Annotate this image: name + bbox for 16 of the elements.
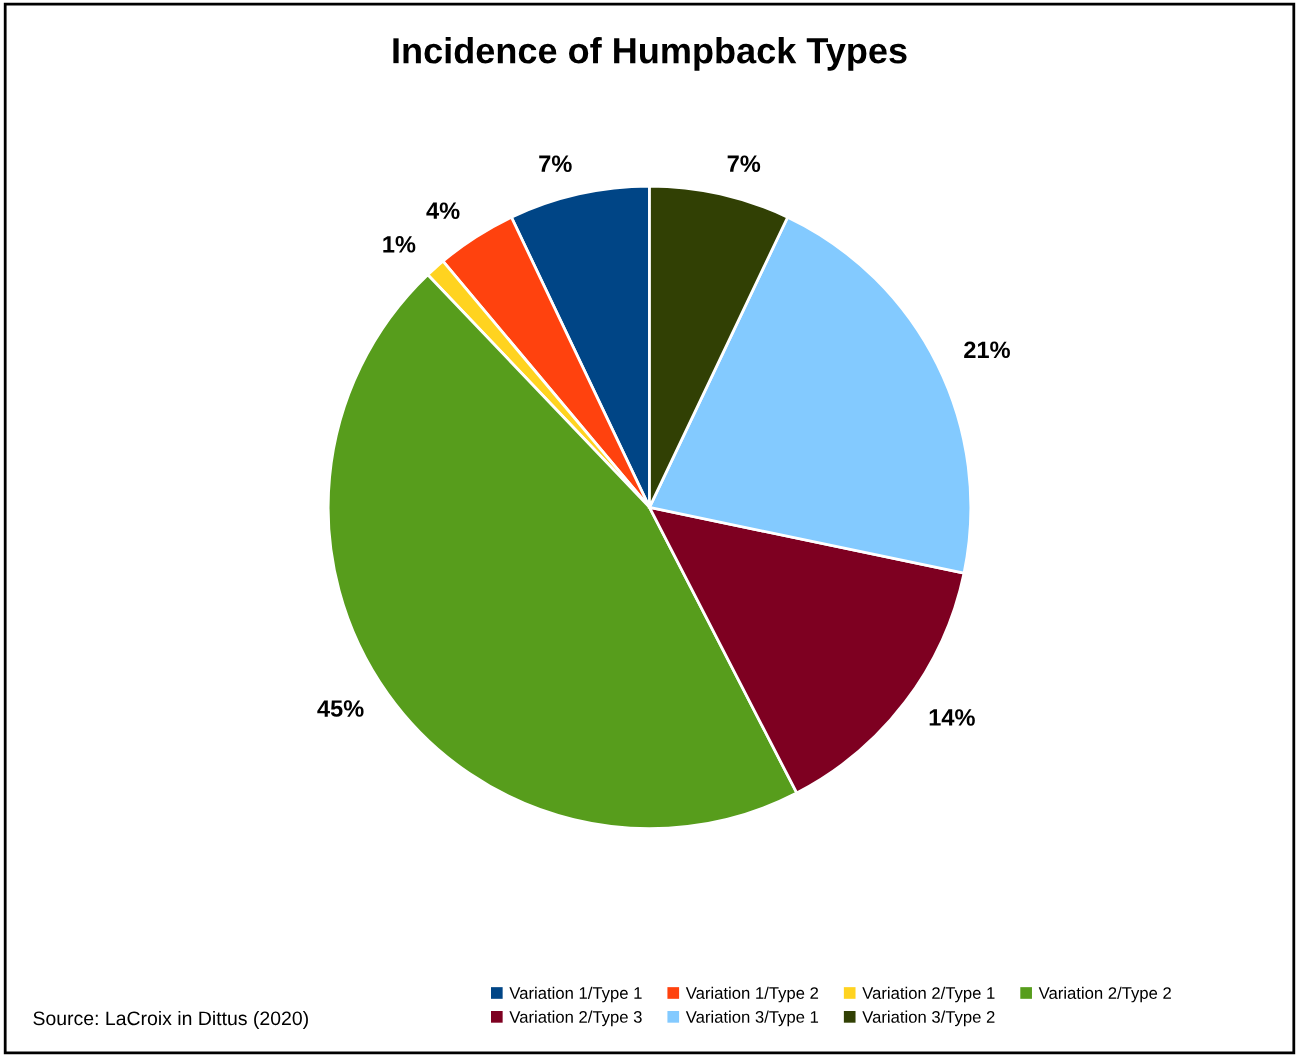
- legend-label: Variation 2/Type 3: [509, 1010, 642, 1027]
- legend-label: Variation 1/Type 1: [509, 986, 642, 1003]
- legend-label: Variation 3/Type 1: [685, 1010, 819, 1027]
- legend-label: Variation 1/Type 2: [685, 986, 819, 1003]
- data-label: 14%: [929, 709, 975, 726]
- data-label: 21%: [964, 341, 1010, 359]
- source-note: Source: LaCroix in Dittus (2020): [33, 1010, 308, 1030]
- legend-label: Variation 2/Type 1: [862, 986, 995, 1003]
- data-label: 45%: [317, 700, 364, 717]
- data-label: 1%: [383, 236, 416, 253]
- chart-title: Incidence of Humpback Types: [393, 37, 907, 71]
- data-label: 7%: [539, 155, 572, 173]
- legend-label: Variation 2/Type 2: [1038, 986, 1171, 1003]
- data-label: 7%: [727, 155, 761, 173]
- legend-label: Variation 3/Type 2: [862, 1010, 995, 1027]
- data-label: 4%: [426, 202, 460, 219]
